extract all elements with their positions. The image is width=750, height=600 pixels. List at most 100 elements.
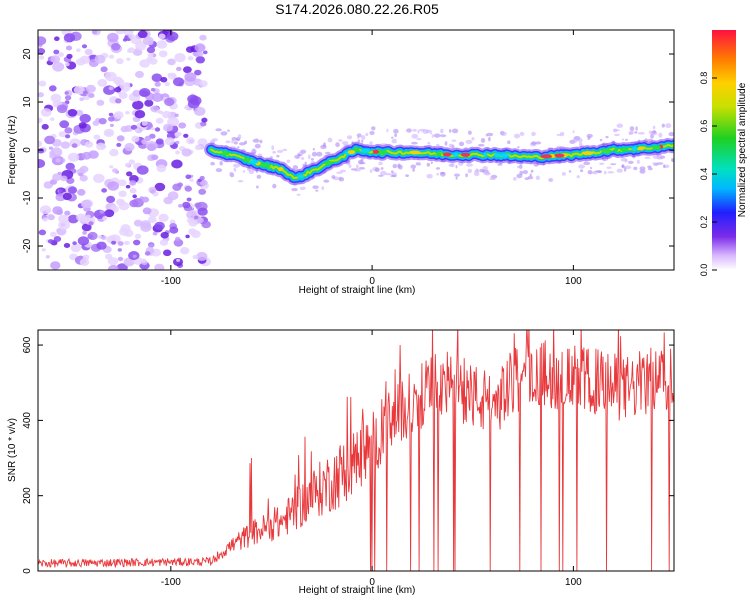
noise-blob [189, 178, 194, 182]
noise-blob [196, 251, 208, 261]
noise-blob [170, 143, 178, 150]
ridge-hotspot [452, 152, 459, 157]
noise-blob [38, 80, 47, 87]
ridge-halo-dot [435, 167, 441, 170]
noise-blob [128, 33, 135, 39]
noise-blob [135, 128, 140, 132]
noise-blob [180, 247, 190, 255]
ridge-halo-dot [467, 168, 472, 174]
ridge-hotspot [360, 148, 371, 153]
ridge-hotspot [249, 160, 259, 164]
ridge-halo-dot [233, 141, 238, 145]
noise-blob [126, 57, 131, 61]
y-tick-label: -10 [22, 190, 33, 205]
noise-blob [108, 86, 114, 91]
ridge-halo-dot [348, 164, 352, 168]
ridge-halo-dot [576, 175, 580, 179]
x-tick-label: -100 [161, 577, 181, 588]
ridge-halo-dot [356, 164, 359, 170]
ridge-halo-dot [640, 169, 645, 172]
noise-blob [42, 217, 48, 222]
noise-blob [122, 38, 128, 42]
noise-blob [58, 220, 70, 230]
ridge-hotspot [582, 151, 594, 156]
noise-blob [82, 230, 87, 235]
noise-blob [117, 256, 124, 262]
ridge-halo-dot [391, 170, 394, 174]
noise-blob [109, 123, 114, 127]
ridge-halo-dot [358, 167, 366, 170]
noise-blob [139, 88, 151, 97]
ridge-halo-dot [578, 142, 583, 147]
noise-blob [85, 84, 96, 93]
ridge-halo-dot [272, 150, 276, 154]
ridge-halo-dot [652, 125, 656, 130]
ridge-halo-dot [440, 128, 444, 134]
noise-blob [172, 183, 182, 191]
ridge-halo-dot [427, 141, 431, 145]
noise-blob [141, 121, 148, 126]
noise-blob [132, 100, 144, 110]
noise-blob [188, 228, 197, 235]
ridge-halo-dot [634, 131, 638, 134]
noise-blob [167, 191, 179, 201]
ridge-halo-dot [559, 131, 565, 137]
ridge-halo-dot [500, 131, 507, 136]
noise-blob [142, 207, 152, 215]
noise-blob [78, 172, 83, 177]
noise-blob [64, 95, 72, 101]
ridge-halo-dot [450, 162, 455, 168]
ridge-hotspot [372, 149, 379, 154]
noise-blob [154, 127, 161, 132]
ridge-halo-dot [335, 142, 340, 148]
noise-blob [118, 201, 130, 211]
noise-blob [141, 258, 147, 263]
ridge-halo-dot [658, 132, 663, 138]
noise-blob [55, 158, 61, 163]
ridge-halo-dot [312, 185, 319, 189]
snr-xlabel: Height of straight line (km) [299, 585, 416, 596]
colorbar-tick-label: 0.2 [699, 216, 709, 229]
ridge-halo-dot [297, 154, 302, 157]
ridge-halo-dot [371, 126, 376, 131]
noise-blob [67, 186, 78, 194]
ridge-halo-dot [244, 140, 248, 145]
noise-blob [72, 241, 77, 246]
ridge-halo-dot [583, 161, 591, 166]
ridge-halo-dot [231, 137, 238, 141]
ridge-halo-dot [455, 176, 458, 180]
noise-blob [133, 239, 141, 246]
ridge-halo-dot [466, 163, 473, 167]
noise-blob [129, 180, 137, 186]
ridge-halo-dot [624, 165, 632, 170]
noise-blob [40, 108, 52, 117]
noise-blob [87, 231, 98, 241]
ridge-halo-dot [476, 168, 479, 172]
ridge-halo-dot [605, 135, 609, 139]
noise-blob [152, 231, 158, 236]
noise-blob [92, 30, 98, 35]
noise-blob [124, 143, 135, 152]
noise-blob [158, 213, 169, 222]
noise-blob [199, 175, 205, 181]
ridge-hotspot [380, 150, 388, 155]
ridge-halo-dot [225, 140, 231, 144]
noise-blob [56, 209, 63, 216]
ridge-hotspot [324, 161, 334, 165]
noise-blob [56, 104, 68, 114]
ridge-halo-dot [425, 129, 432, 133]
ridge-halo-dot [661, 123, 665, 128]
ridge-halo-dot [242, 170, 246, 173]
ridge-halo-dot [331, 175, 336, 179]
noise-blob [194, 215, 199, 220]
ridge-halo-dot [312, 147, 315, 151]
ridge-halo-dot [231, 140, 234, 144]
ridge-halo-dot [248, 169, 255, 174]
noise-blob [154, 182, 166, 192]
x-tick-label: 0 [369, 276, 375, 287]
ridge-halo-dot [323, 179, 330, 183]
ridge-halo-dot [340, 169, 346, 173]
noise-blob [181, 148, 192, 157]
noise-blob [154, 263, 165, 270]
noise-blob [64, 210, 71, 216]
